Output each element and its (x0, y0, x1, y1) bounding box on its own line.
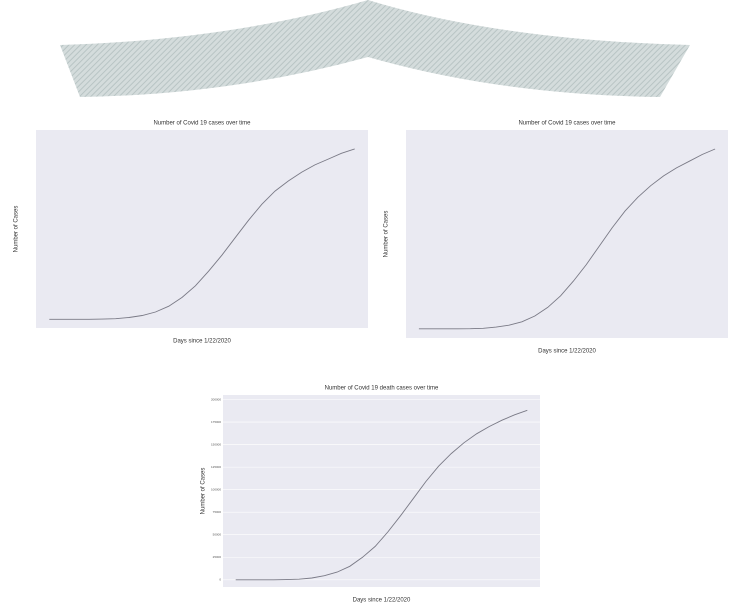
banner-shape (60, 0, 690, 97)
plot-area (36, 130, 368, 328)
data-line (49, 148, 355, 320)
y-tick-label: 50000 (213, 533, 222, 537)
chart: Number of Covid 19 cases over time Days s… (384, 121, 728, 355)
y-tick-label: 150000 (211, 442, 221, 446)
decorative-banner (60, 0, 690, 97)
y-tick-label: 0 (219, 578, 221, 582)
y-tick-label: 200000 (211, 397, 221, 401)
y-tick-label: 75000 (213, 510, 222, 514)
y-tick-label: 25000 (213, 555, 222, 559)
y-axis-label: Number of Cases (201, 468, 207, 515)
chart-title: Number of Covid 19 death cases over time (325, 386, 439, 392)
plot-area (406, 130, 728, 338)
data-line (235, 409, 528, 581)
chart: Number of Covid 19 cases over time Days s… (14, 121, 368, 345)
data-line (418, 148, 716, 330)
y-tick-label: 175000 (211, 420, 221, 424)
chart: Number of Covid 19 death cases over time… (201, 386, 540, 604)
x-axis-label: Days since 1/22/2020 (538, 349, 596, 355)
x-axis-label: Days since 1/22/2020 (353, 598, 411, 604)
plot-area (223, 395, 540, 587)
y-axis-label: Number of Cases (384, 211, 390, 258)
x-axis-label: Days since 1/22/2020 (173, 339, 231, 345)
y-axis-label: Number of Cases (14, 206, 20, 253)
y-tick-label: 100000 (211, 487, 221, 491)
chart-title: Number of Covid 19 cases over time (153, 121, 251, 127)
chart-title: Number of Covid 19 cases over time (518, 121, 616, 127)
y-tick-label: 125000 (211, 465, 221, 469)
